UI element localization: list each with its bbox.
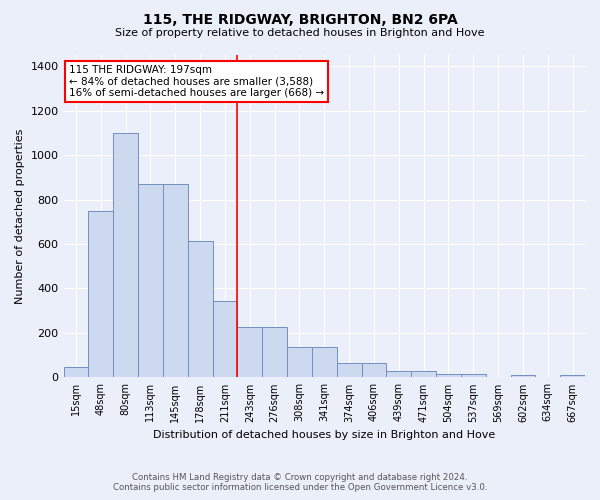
Bar: [262, 326, 287, 378]
Bar: [511, 375, 535, 378]
Bar: [163, 184, 188, 378]
Text: 115 THE RIDGWAY: 197sqm
← 84% of detached houses are smaller (3,588)
16% of semi: 115 THE RIDGWAY: 197sqm ← 84% of detache…: [69, 64, 324, 98]
Bar: [113, 133, 138, 378]
Bar: [138, 184, 163, 378]
Bar: [362, 363, 386, 378]
Y-axis label: Number of detached properties: Number of detached properties: [15, 128, 25, 304]
Bar: [287, 348, 312, 378]
Bar: [88, 210, 113, 378]
Bar: [386, 371, 411, 378]
Bar: [411, 371, 436, 378]
Bar: [188, 240, 212, 378]
Bar: [64, 367, 88, 378]
Bar: [461, 374, 485, 378]
Bar: [337, 363, 362, 378]
Text: Size of property relative to detached houses in Brighton and Hove: Size of property relative to detached ho…: [115, 28, 485, 38]
Bar: [312, 348, 337, 378]
Bar: [238, 326, 262, 378]
X-axis label: Distribution of detached houses by size in Brighton and Hove: Distribution of detached houses by size …: [153, 430, 496, 440]
Text: Contains HM Land Registry data © Crown copyright and database right 2024.
Contai: Contains HM Land Registry data © Crown c…: [113, 473, 487, 492]
Text: 115, THE RIDGWAY, BRIGHTON, BN2 6PA: 115, THE RIDGWAY, BRIGHTON, BN2 6PA: [143, 12, 457, 26]
Bar: [560, 375, 585, 378]
Bar: [436, 374, 461, 378]
Bar: [212, 300, 238, 378]
